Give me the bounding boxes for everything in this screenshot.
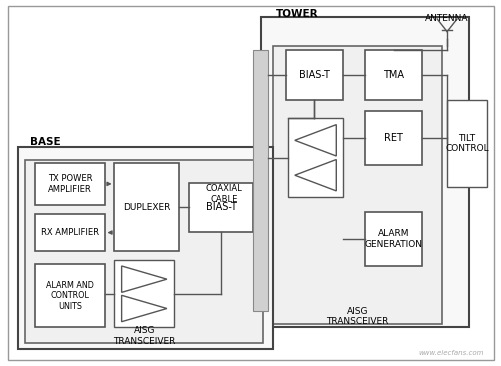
Text: ANTENNA: ANTENNA	[424, 15, 468, 23]
Bar	[364, 50, 421, 100]
Text: TMA: TMA	[382, 70, 403, 80]
Bar	[35, 163, 104, 205]
Bar	[446, 100, 486, 187]
Bar	[253, 50, 268, 311]
Bar	[35, 214, 104, 251]
Text: AISG
TRANSCEIVER: AISG TRANSCEIVER	[326, 307, 388, 326]
Text: ALARM AND
CONTROL
UNITS: ALARM AND CONTROL UNITS	[46, 281, 94, 310]
Text: DUPLEXER: DUPLEXER	[123, 203, 170, 212]
Bar	[364, 212, 421, 266]
Text: TILT
CONTROL: TILT CONTROL	[444, 134, 488, 153]
Bar	[261, 17, 468, 327]
Text: RX AMPLIFIER: RX AMPLIFIER	[41, 228, 99, 237]
Text: COAXIAL
CABLE: COAXIAL CABLE	[205, 184, 241, 203]
Text: TOWER: TOWER	[275, 9, 318, 19]
Text: BIAS-T: BIAS-T	[205, 202, 236, 212]
Bar	[285, 50, 342, 100]
Text: ALARM
GENERATION: ALARM GENERATION	[364, 229, 422, 249]
Bar	[18, 147, 273, 349]
Bar	[188, 183, 253, 232]
Text: AISG
TRANSCEIVER: AISG TRANSCEIVER	[113, 326, 175, 346]
Bar	[114, 261, 174, 327]
Bar	[288, 118, 342, 197]
Text: TX POWER
AMPLIFIER: TX POWER AMPLIFIER	[48, 174, 92, 194]
Bar	[114, 163, 179, 251]
Bar	[273, 46, 441, 324]
Text: BIAS-T: BIAS-T	[298, 70, 329, 80]
Bar	[364, 111, 421, 165]
Text: BASE: BASE	[30, 137, 61, 147]
Bar	[35, 264, 104, 327]
Text: RET: RET	[384, 133, 402, 143]
Bar	[25, 160, 263, 343]
Text: www.elecfans.com: www.elecfans.com	[418, 350, 483, 356]
